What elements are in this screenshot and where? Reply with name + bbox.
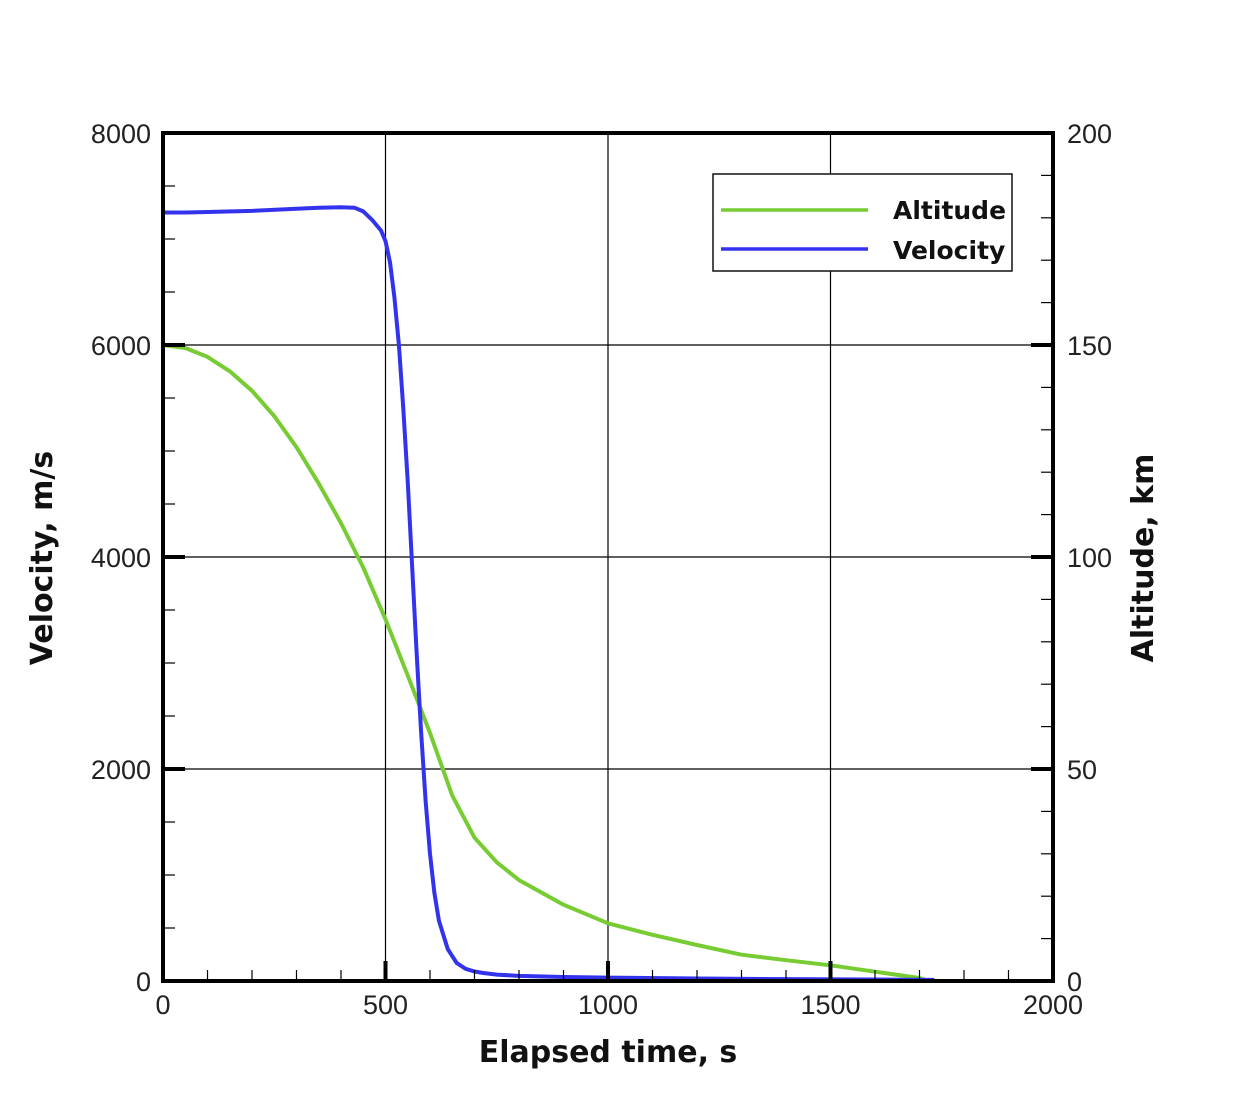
legend: Altitude Velocity	[712, 173, 1013, 272]
left-y-tick-label: 2000	[91, 755, 151, 785]
right-y-tick-label: 100	[1067, 543, 1112, 573]
series-lines	[161, 205, 935, 983]
right-y-tick-label: 0	[1067, 967, 1082, 997]
legend-label-velocity: Velocity	[893, 236, 1005, 265]
left-y-axis-title: Velocity, m/s	[25, 451, 60, 665]
left-y-tick-label: 4000	[91, 543, 151, 573]
left-y-tick-label: 6000	[91, 331, 151, 361]
legend-box	[712, 173, 1013, 272]
right-y-tick-label: 200	[1067, 119, 1112, 149]
x-axis-title: Elapsed time, s	[479, 1035, 738, 1070]
x-tick-label: 0	[155, 990, 170, 1020]
tick-labels: 0 500 1000 1500 2000020004000600080000501001…	[91, 119, 1112, 1020]
right-y-axis-title: Altitude, km	[1126, 454, 1161, 663]
right-y-tick-label: 150	[1067, 331, 1112, 361]
x-tick-label: 500	[363, 990, 408, 1020]
left-y-tick-label: 0	[136, 967, 151, 997]
x-tick-label: 1000	[578, 990, 638, 1020]
right-y-tick-label: 50	[1067, 755, 1097, 785]
grid-lines	[163, 133, 1053, 981]
series-line-altitude	[161, 343, 931, 983]
axis-ticks	[161, 131, 1055, 983]
legend-label-altitude: Altitude	[893, 196, 1006, 225]
x-tick-label: 2000	[1023, 990, 1083, 1020]
series-line-velocity	[161, 205, 935, 982]
left-y-tick-label: 8000	[91, 119, 151, 149]
x-tick-label: 1500	[800, 990, 860, 1020]
